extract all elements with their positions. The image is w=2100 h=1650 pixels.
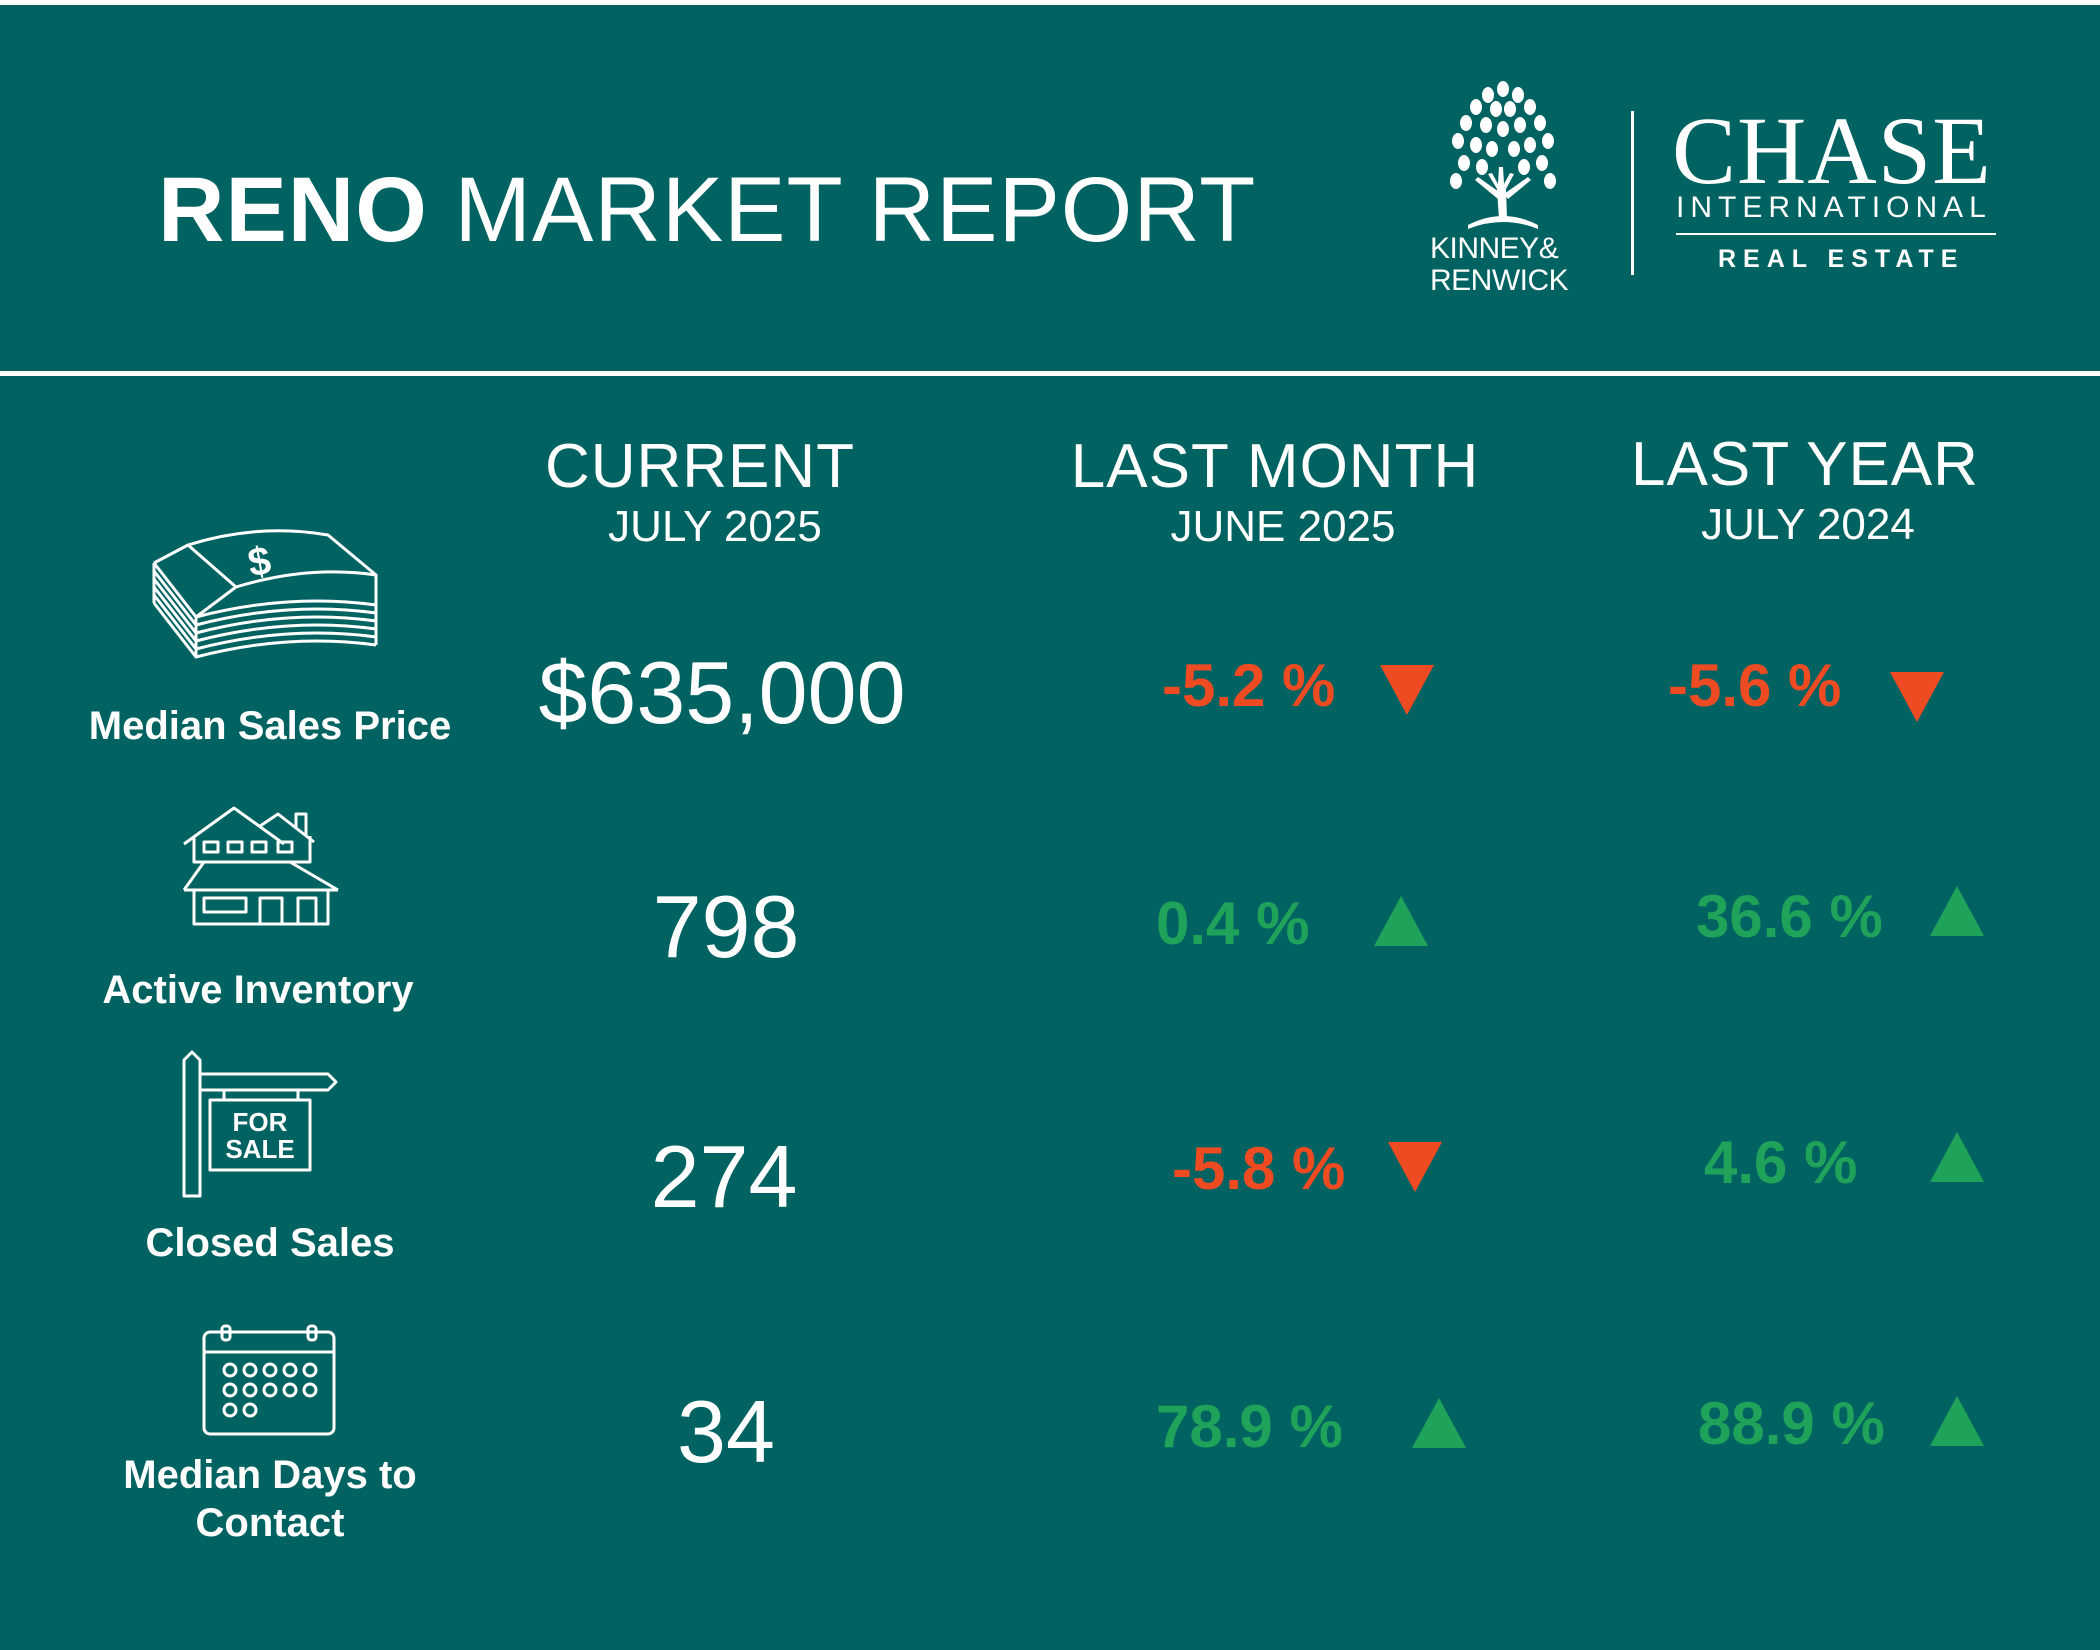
current-value-median-sales-price: $635,000 [538, 643, 906, 742]
last-month-change-active-inventory: 0.4 % [1156, 890, 1310, 957]
last-month-change-closed-sales: -5.8 % [1172, 1135, 1346, 1202]
calendar-icon [202, 1324, 336, 1436]
column-label: LAST MONTH [1070, 432, 1480, 501]
column-period: JUNE 2025 [1170, 502, 1396, 551]
current-value-closed-sales: 274 [650, 1127, 798, 1226]
last-year-change-median-days-to-contact: 88.9 % [1698, 1390, 1885, 1457]
column-label: CURRENT [544, 432, 856, 501]
last-year-change-median-sales-price: -5.6 % [1668, 652, 1842, 719]
last-month-change-median-days-to-contact: 78.9 % [1156, 1393, 1343, 1460]
last-month-change-median-sales-price: -5.2 % [1162, 652, 1336, 719]
title-city: RENO [158, 159, 428, 261]
column-label: LAST YEAR [1631, 430, 1979, 499]
column-current: CURRENT JULY 2025 [500, 432, 900, 552]
kinney-renwick-wordmark: KINNEY& RENWICK [1430, 233, 1600, 297]
money-stack-icon: $ [152, 529, 378, 659]
up-arrow-icon [1930, 1396, 1984, 1446]
title-rest: MARKET REPORT [454, 159, 1257, 261]
metric-label-closed-sales: Closed Sales [145, 1221, 395, 1265]
page-title: RENO MARKET REPORT [158, 155, 1256, 265]
up-arrow-icon [1374, 896, 1428, 946]
metric-label-active-inventory: Active Inventory [102, 968, 414, 1012]
metric-label-median-sales-price: Median Sales Price [88, 704, 452, 748]
column-period: JULY 2024 [1701, 500, 1915, 549]
up-arrow-icon [1930, 886, 1984, 936]
up-arrow-icon [1930, 1132, 1984, 1182]
down-arrow-icon [1388, 1142, 1442, 1192]
last-year-change-closed-sales: 4.6 % [1704, 1129, 1858, 1196]
chase-real-estate: REAL ESTATE [1718, 245, 1965, 273]
svg-text:$: $ [245, 538, 275, 585]
metric-label-line: Median Days to [123, 1453, 417, 1497]
current-value-median-days-to-contact: 34 [677, 1382, 775, 1481]
down-arrow-icon [1380, 665, 1434, 715]
house-icon [182, 806, 339, 926]
logo-divider [1631, 111, 1634, 275]
metric-label-median-days-to-contact: Median Days to Contact [50, 1451, 490, 1547]
header-divider [0, 371, 2100, 376]
for-sale-sign-icon: FOR SALE [182, 1050, 338, 1198]
svg-text:FOR: FOR [233, 1107, 288, 1137]
tree-icon [1450, 81, 1556, 229]
chase-rule [1676, 233, 1996, 235]
up-arrow-icon [1412, 1398, 1466, 1448]
down-arrow-icon [1890, 672, 1944, 722]
column-period: JULY 2025 [608, 502, 822, 551]
chase-international: INTERNATIONAL [1676, 191, 1992, 224]
svg-text:SALE: SALE [225, 1134, 294, 1164]
last-year-change-active-inventory: 36.6 % [1696, 883, 1883, 950]
kinney-line: KINNEY& [1430, 232, 1559, 265]
metric-label-line: Contact [195, 1501, 345, 1545]
column-last-month: LAST MONTH JUNE 2025 [1030, 432, 1520, 552]
column-last-year: LAST YEAR JULY 2024 [1580, 430, 2030, 550]
chase-wordmark: CHASE [1672, 97, 1992, 204]
top-border [0, 0, 2100, 5]
current-value-active-inventory: 798 [652, 877, 800, 976]
report-header: RENO MARKET REPORT [0, 5, 2100, 373]
renwick-line: RENWICK [1430, 264, 1569, 297]
